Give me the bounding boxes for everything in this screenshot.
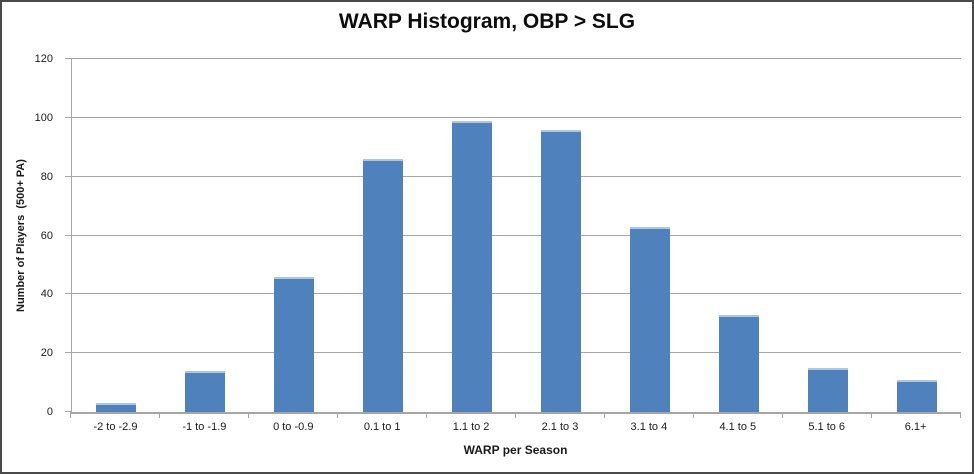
- gridline: [72, 58, 961, 59]
- x-tick-label: 4.1 to 5: [719, 421, 757, 433]
- y-tick-label: 120: [34, 53, 53, 65]
- y-tick-label: 60: [40, 229, 53, 242]
- y-tick: [65, 234, 72, 236]
- x-tick-label: 6.1+: [904, 421, 927, 433]
- y-tick-label: 40: [40, 288, 53, 301]
- x-tick-label: 5.1 to 6: [808, 421, 846, 433]
- y-tick-label: 80: [40, 170, 53, 183]
- y-tick: [65, 293, 72, 295]
- bar: [452, 120, 493, 412]
- bar: [185, 370, 226, 412]
- bar: [807, 367, 848, 412]
- x-axis-title: WARP per Season: [463, 443, 568, 457]
- x-tick-label: 1.1 to 2: [452, 421, 490, 433]
- x-tick: [693, 412, 694, 418]
- x-tick: [604, 412, 605, 418]
- x-tick-label: -1 to -1.9: [182, 421, 227, 433]
- y-tick: [65, 411, 72, 412]
- bar: [96, 403, 137, 412]
- chart-title: WARP Histogram, OBP > SLG: [338, 10, 636, 33]
- gridline: [72, 293, 961, 295]
- y-tick: [65, 58, 72, 59]
- y-tick: [65, 116, 72, 118]
- x-tick: [337, 412, 338, 418]
- bar: [540, 129, 581, 412]
- bar: [363, 159, 404, 412]
- gridline: [72, 352, 961, 354]
- plot-area: [71, 58, 961, 414]
- x-tick: [871, 412, 872, 418]
- x-tick-label: -2 to -2.9: [93, 421, 138, 433]
- x-tick: [960, 412, 961, 418]
- y-tick: [65, 352, 72, 354]
- x-tick-label: 0.1 to 1: [363, 421, 401, 433]
- x-tick-label: 2.1 to 3: [541, 421, 579, 433]
- x-tick: [515, 412, 516, 418]
- x-tick: [70, 412, 71, 418]
- y-tick: [65, 175, 72, 177]
- x-tick-label: 3.1 to 4: [630, 421, 668, 433]
- x-tick-label: 0 to -0.9: [273, 421, 314, 433]
- x-axis-tick-marks: [70, 412, 961, 418]
- x-axis-tick-labels: -2 to -2.9 -1 to -1.9 0 to -0.9 0.1 to 1 1.1…: [71, 421, 960, 433]
- bar: [629, 226, 670, 412]
- x-tick: [159, 412, 160, 418]
- x-tick: [248, 412, 249, 418]
- x-tick: [782, 412, 783, 418]
- y-tick-label: 20: [40, 347, 53, 360]
- gridline: [72, 234, 961, 236]
- bar: [718, 314, 759, 412]
- x-tick: [426, 412, 427, 418]
- bar: [274, 276, 315, 412]
- y-axis-tick-labels: 0 20 40 60 80 100 120: [2, 53, 59, 418]
- gridline: [72, 175, 961, 177]
- gridline: [72, 116, 961, 118]
- y-tick-label: 100: [34, 111, 53, 124]
- y-tick-label: 0: [46, 406, 53, 418]
- bar: [896, 379, 937, 412]
- y-axis-tick-marks: [65, 58, 72, 412]
